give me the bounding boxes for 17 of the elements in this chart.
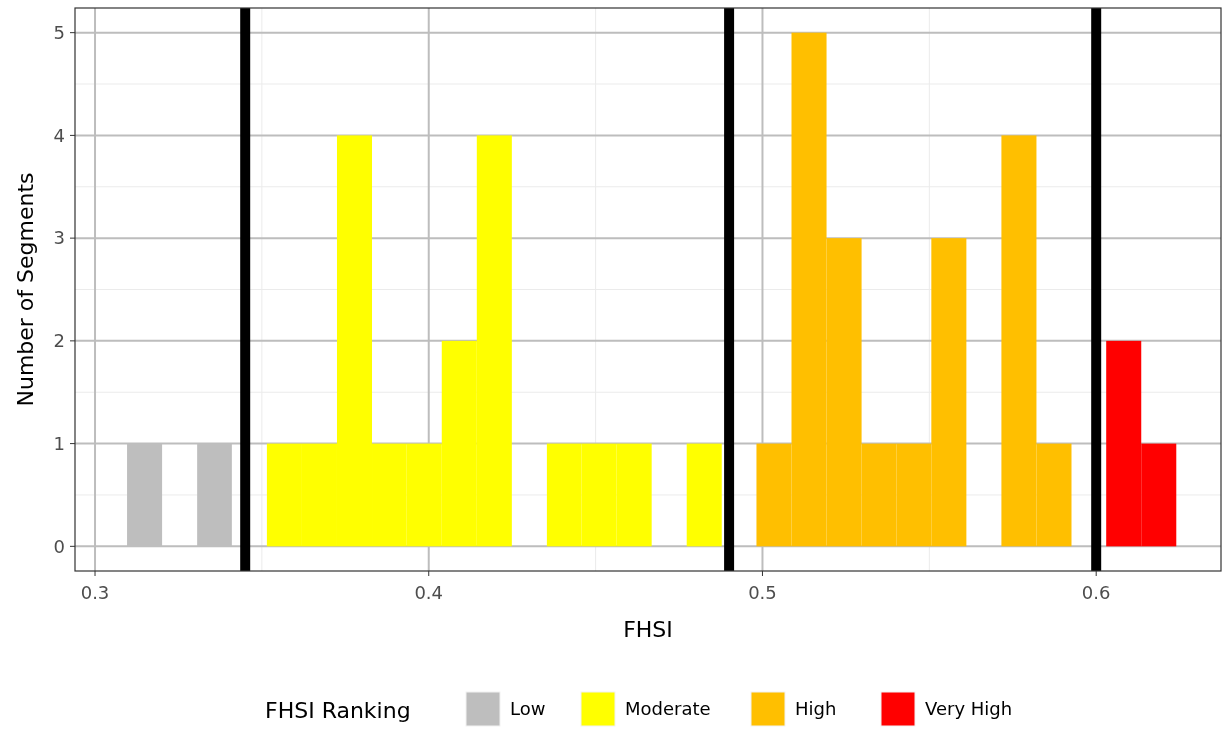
y-tick-label: 3 [53,227,65,249]
y-tick-label: 5 [53,21,65,43]
y-tick-label: 1 [53,432,65,454]
y-tick-label: 0 [53,535,65,557]
y-axis-title: Number of Segments [13,172,38,407]
y-tick-label: 4 [53,124,65,146]
x-tick-label: 0.4 [414,582,444,603]
y-tick-label: 2 [53,330,65,352]
legend-label: High [795,698,837,720]
legend-label: Moderate [625,698,711,720]
legend-label: Low [510,698,546,720]
x-axis-title: FHSI [623,617,673,642]
x-tick-label: 0.3 [80,582,110,603]
legend-title: FHSI Ranking [265,697,411,723]
x-tick-label: 0.5 [748,582,777,603]
x-tick-label: 0.6 [1081,582,1111,603]
legend-label: Very High [925,698,1013,720]
